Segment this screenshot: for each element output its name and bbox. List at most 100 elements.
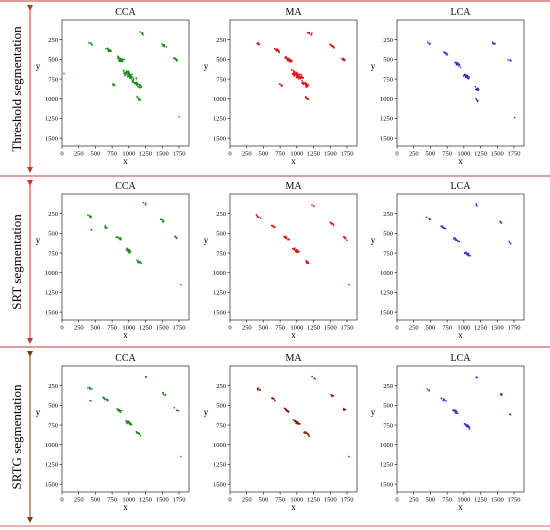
- data-point: [140, 32, 143, 34]
- x-tick-label: 1500: [156, 151, 169, 158]
- data-point: [165, 46, 168, 48]
- data-point: [287, 60, 289, 62]
- data-point: [258, 43, 261, 46]
- data-point: [176, 59, 178, 62]
- x-tick-label: 1750: [340, 151, 353, 158]
- data-point: [139, 434, 142, 437]
- data-point: [296, 75, 298, 78]
- x-tick-label: 500: [259, 497, 269, 504]
- data-point: [285, 236, 287, 239]
- data-point: [256, 216, 259, 218]
- data-point: [136, 95, 138, 98]
- x-tick-label: 0: [395, 151, 398, 158]
- x-tick-label: 750: [107, 151, 117, 158]
- data-point: [272, 397, 274, 400]
- data-point: [305, 83, 307, 85]
- data-point: [305, 261, 308, 263]
- data-point: [457, 412, 459, 415]
- data-point: [128, 71, 130, 73]
- data-point: [121, 60, 124, 62]
- x-tick-label: 1250: [307, 497, 320, 504]
- data-point: [129, 77, 131, 80]
- data-points: [87, 201, 182, 286]
- x-tick-label: 250: [242, 151, 252, 158]
- data-point: [63, 72, 65, 75]
- data-point: [453, 409, 456, 412]
- x-tick-label: 1000: [290, 497, 303, 504]
- data-point: [137, 86, 139, 88]
- data-point: [90, 229, 93, 231]
- data-point: [298, 423, 300, 425]
- data-point: [302, 77, 305, 79]
- panel-title: LCA: [451, 7, 472, 18]
- data-point: [297, 423, 299, 425]
- x-tick-label: 750: [107, 325, 117, 332]
- y-tick-label: 1000: [45, 442, 58, 449]
- x-tick-label: 750: [275, 151, 285, 158]
- data-point: [118, 60, 121, 62]
- x-tick-label: 750: [442, 151, 452, 158]
- data-point: [343, 407, 345, 410]
- data-point: [137, 261, 139, 264]
- data-point: [330, 222, 332, 224]
- x-tick-label: 0: [60, 325, 63, 332]
- data-point: [120, 410, 122, 412]
- x-tick-label: 500: [426, 325, 436, 332]
- data-point: [314, 378, 316, 380]
- x-tick-label: 1750: [507, 151, 520, 158]
- data-point: [463, 74, 466, 76]
- data-point: [138, 99, 140, 101]
- x-tick-label: 0: [395, 497, 398, 504]
- data-point: [310, 33, 313, 36]
- data-point: [428, 42, 430, 45]
- data-point: [475, 203, 477, 205]
- data-point: [343, 409, 345, 411]
- data-point: [332, 223, 334, 225]
- data-point: [443, 51, 446, 54]
- data-point: [90, 216, 92, 218]
- data-point: [129, 74, 131, 77]
- data-point: [297, 74, 299, 76]
- data-point: [305, 84, 308, 87]
- data-point: [294, 420, 296, 422]
- data-point: [276, 50, 278, 52]
- data-point: [106, 399, 108, 401]
- row-label-srtg: SRTG segmentation: [9, 384, 24, 490]
- y-tick-label: 500: [216, 57, 226, 64]
- data-point: [445, 52, 447, 54]
- data-point: [162, 219, 165, 222]
- data-point: [293, 73, 296, 75]
- data-point: [465, 73, 467, 76]
- data-point: [329, 221, 332, 224]
- data-point: [141, 32, 144, 34]
- data-point: [295, 249, 297, 251]
- data-point: [280, 85, 283, 87]
- x-axis-label: x: [123, 502, 128, 512]
- data-point: [278, 51, 280, 54]
- x-tick-label: 0: [228, 151, 231, 158]
- data-point: [467, 426, 469, 428]
- data-point: [126, 247, 128, 250]
- data-point: [119, 411, 122, 414]
- data-point: [135, 81, 138, 84]
- data-point: [135, 431, 138, 433]
- data-point: [475, 376, 478, 378]
- data-point: [462, 75, 465, 77]
- data-point: [454, 237, 457, 240]
- data-point: [306, 432, 308, 434]
- data-point: [308, 435, 310, 438]
- data-point: [174, 235, 176, 237]
- data-point: [301, 77, 304, 79]
- data-point: [311, 204, 313, 206]
- data-point: [507, 59, 509, 61]
- data-point: [107, 50, 110, 52]
- data-point: [130, 76, 132, 78]
- data-point: [283, 407, 286, 409]
- y-tick-label: 500: [383, 403, 393, 410]
- y-tick-label: 1250: [380, 290, 393, 297]
- data-point: [455, 62, 457, 64]
- data-point: [292, 72, 294, 75]
- data-point: [137, 431, 139, 434]
- x-tick-label: 500: [259, 325, 269, 332]
